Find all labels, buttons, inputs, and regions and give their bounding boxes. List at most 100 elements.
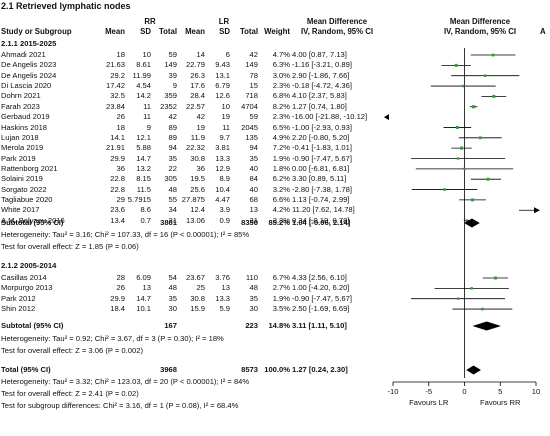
study-point	[486, 177, 490, 181]
rr-mean: 26	[116, 112, 125, 122]
weight: 6.6%	[272, 194, 290, 204]
ci-text: 4.10 [2.37, 5.83]	[292, 91, 347, 101]
lr-sd: 10	[221, 101, 230, 111]
ci-text: 2.90 [-1.86, 7.66]	[292, 70, 350, 80]
ci-text: -0.41 [-1.83, 1.01]	[292, 143, 352, 153]
study-name: Haskins 2018	[1, 122, 48, 132]
lr-mean: 14	[196, 50, 205, 59]
lr-total: 40	[249, 163, 258, 173]
rr-sd: 5.88	[136, 143, 151, 153]
study-point	[470, 287, 473, 290]
ci-text: -16.00 [-21.88, -10.12]	[292, 112, 368, 122]
weight: 3.5%	[272, 304, 290, 314]
lr-sd: 19	[221, 112, 230, 122]
subtotal-rr-total: 3801	[160, 218, 177, 227]
rr-total: 21	[168, 215, 177, 225]
weight: 6.5%	[272, 122, 290, 132]
lr-mean: 27.875	[181, 194, 205, 204]
col-rr-total: Total	[158, 27, 177, 36]
md-subheader: IV, Random, 95% CI	[300, 27, 374, 36]
lr-sd: 5.9	[219, 304, 230, 314]
summary-diamond	[464, 218, 480, 228]
study-point	[492, 94, 496, 98]
total-lr-total: 8573	[241, 365, 258, 374]
favours-left-label: Favours LR	[409, 398, 449, 407]
lr-sd: 3.76	[215, 273, 230, 282]
lr-sd: 12.9	[215, 163, 230, 173]
weight: 8.2%	[272, 101, 290, 111]
rr-mean: 17.42	[105, 81, 125, 90]
ci-text: 4.00 [0.87, 7.13]	[292, 50, 347, 59]
rr-sd: 14.7	[136, 153, 151, 163]
total-weight: 100.0%	[264, 365, 290, 374]
rr-sd: 5.7915	[127, 194, 151, 204]
study-name: Solaini 2019	[1, 174, 43, 184]
lr-sd: 3.9	[219, 205, 230, 215]
ci-text: 0.34 [-0.10, 0.78]	[292, 215, 350, 225]
lr-total: 31	[249, 215, 258, 225]
rr-total: 2352	[160, 101, 177, 111]
lr-total: 15	[249, 81, 258, 90]
lr-mean: 13.06	[185, 215, 205, 225]
lr-mean: 22.57	[185, 101, 205, 111]
ci-text: -1.16 [-3.21, 0.89]	[292, 60, 352, 70]
weight: 7.2%	[272, 143, 290, 153]
lr-mean: 19.5	[190, 174, 205, 184]
subtotal-lr-total: 223	[245, 321, 258, 330]
study-point	[491, 53, 495, 57]
rr-total: 305	[164, 174, 177, 184]
lr-total: 13	[249, 205, 258, 215]
lr-total: 149	[245, 60, 258, 70]
lr-mean: 22.32	[185, 143, 205, 153]
ci-text: 0.00 [-6.81, 6.81]	[292, 163, 350, 173]
rr-sd: 8.61	[136, 60, 151, 70]
rr-total: 54	[168, 273, 177, 282]
study-name: Ahmadi 2021	[1, 50, 46, 59]
weight: 1.8%	[272, 163, 290, 173]
lr-mean: 25	[196, 283, 205, 293]
rr-total: 55	[168, 194, 177, 204]
ci-text: -0.90 [-7.47, 5.67]	[292, 293, 352, 303]
weight: 4.2%	[272, 205, 290, 215]
col-weight: Weight	[264, 27, 290, 36]
lr-mean: 12.4	[190, 205, 205, 215]
weight: 3.0%	[272, 70, 290, 80]
subtotal-weight: 14.8%	[268, 321, 290, 330]
rr-mean: 32.5	[110, 91, 125, 101]
rr-total: 42	[168, 112, 177, 122]
rr-mean: 22.8	[110, 184, 125, 194]
lr-total: 35	[249, 153, 258, 163]
ci-text: 2.20 [-0.80, 5.20]	[292, 132, 350, 142]
subtotal-label: Subtotal (95% CI)	[1, 218, 64, 227]
ci-text: 2.50 [-1.69, 6.69]	[292, 304, 350, 314]
lr-sd: 6	[225, 50, 230, 59]
rr-sd: 11	[143, 101, 151, 111]
lr-sd: 4.47	[215, 194, 230, 204]
rr-sd: 9	[146, 122, 151, 132]
rr-sd: 8.6	[140, 205, 151, 215]
plot-subheader: IV, Random, 95% CI	[443, 27, 517, 36]
weight: 1.9%	[272, 153, 290, 163]
ci-text: 1.27 [0.74, 1.80]	[292, 101, 347, 111]
rr-mean: 36	[116, 163, 125, 173]
lr-mean: 26.3	[190, 70, 205, 80]
rr-mean: 18	[116, 122, 125, 132]
subtotal-rr-total: 167	[164, 321, 177, 330]
group-header-rr: RR	[144, 17, 156, 26]
lr-sd: 3.81	[215, 143, 230, 153]
x-tick-label: -10	[388, 387, 399, 396]
rr-sd: 12.1	[136, 132, 151, 142]
weight: 6.8%	[272, 91, 290, 101]
lr-mean: 22.79	[185, 60, 205, 70]
lr-mean: 25.6	[190, 184, 205, 194]
lr-sd: 12.6	[215, 91, 230, 101]
study-name: De Angelis 2023	[1, 60, 57, 70]
x-tick-label: 0	[462, 387, 466, 396]
lr-sd: 9.7	[219, 132, 230, 142]
favours-right-label: Favours RR	[480, 398, 521, 407]
study-name: Park 2012	[1, 293, 36, 303]
rr-total: 34	[168, 205, 177, 215]
rr-sd: 14.2	[136, 91, 151, 101]
lr-total: 68	[249, 194, 258, 204]
x-tick-label: -5	[425, 387, 432, 396]
